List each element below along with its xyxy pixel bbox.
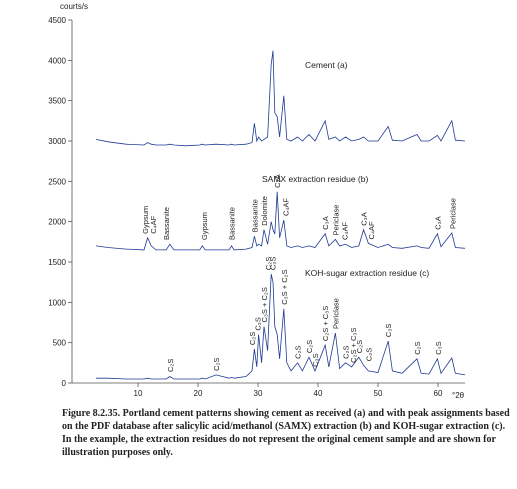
peak-label: C₂S [294,345,303,358]
y-tick-label: 3000 [48,137,66,146]
peak-label: C₃S [311,353,320,366]
x-tick-label: 10 [134,389,143,398]
x-axis-label: °2θ [452,391,465,400]
peak-label: Bassanite [228,207,237,240]
peak-label: C₂S [355,340,364,353]
peak-label: Dolomite [260,196,269,226]
peak-label: C₃A [360,212,369,225]
y-tick-label: 1500 [48,258,66,267]
peak-label: C₃A [433,216,442,229]
x-tick-label: 50 [374,389,383,398]
xrd-trace [95,50,466,147]
peak-label: C₃A [321,216,330,229]
peak-label: C₂S [413,341,422,354]
chart: courts/s °2θ 0 500 1000 1500 2000 2500 3000 350… [48,2,466,400]
y-tick-label: 4000 [48,56,66,65]
x-tick-label: 20 [194,389,203,398]
peak-label: Periclase [331,205,340,236]
y-tick-label: 0 [62,379,67,388]
peak-label: C₂S [248,332,257,345]
peak-label: C₃S [268,257,277,270]
peak-label: C₂S + C₃S [321,306,330,341]
peak-label: Bassanite [250,199,259,232]
y-axis-label: courts/s [60,2,88,11]
peak-label: C₃S [253,317,262,330]
peak-label: C₂S [212,358,221,371]
y-tick-label: 1000 [48,298,66,307]
peak-label: C₃A [273,174,282,187]
peak-label: C₃S + C₂S [280,269,289,304]
trace-label: SAMX extraction residue (b) [262,174,368,184]
peak-label: Bassanite [162,207,171,240]
peak-label: C₄AF [282,198,291,216]
y-tick-label: 4500 [48,16,66,25]
peak-label: C₂S [342,345,351,358]
peak-label: C₄AF [367,221,376,239]
peak-label: C₂S [305,340,314,353]
peak-label: C₃S [364,348,373,361]
x-tick-label: 60 [434,389,443,398]
trace-label: Cement (a) [305,60,348,70]
x-tick-label: 30 [254,389,263,398]
peak-label: C₄AF [340,222,349,240]
x-tick-label: 40 [314,389,323,398]
peak-label: Periclase [448,198,457,229]
y-tick-label: 2500 [48,177,66,186]
caption: Figure 8.2.35. Portland cement patterns … [62,408,510,458]
xrd-trace [96,274,466,380]
peak-label: C₃S + C₂S [260,287,269,322]
y-tick-label: 3500 [48,97,66,106]
peak-label: C₃S [434,341,443,354]
xrd-trace [95,191,466,251]
y-tick-label: 2000 [48,218,66,227]
peak-label: C₄AF [149,215,158,233]
peak-label: C₂S [166,359,175,372]
peak-label: Periclase [331,298,340,329]
peak-label: Gypsum [141,206,150,234]
trace-label: KOH-sugar extraction residue (c) [305,268,429,278]
peak-label: C₃S [384,324,393,337]
peak-label: C₂S [264,257,273,270]
y-tick-label: 500 [53,339,67,348]
peak-label: Gypsum [200,212,209,240]
peak-label: C₂S + C₃S [349,328,358,363]
